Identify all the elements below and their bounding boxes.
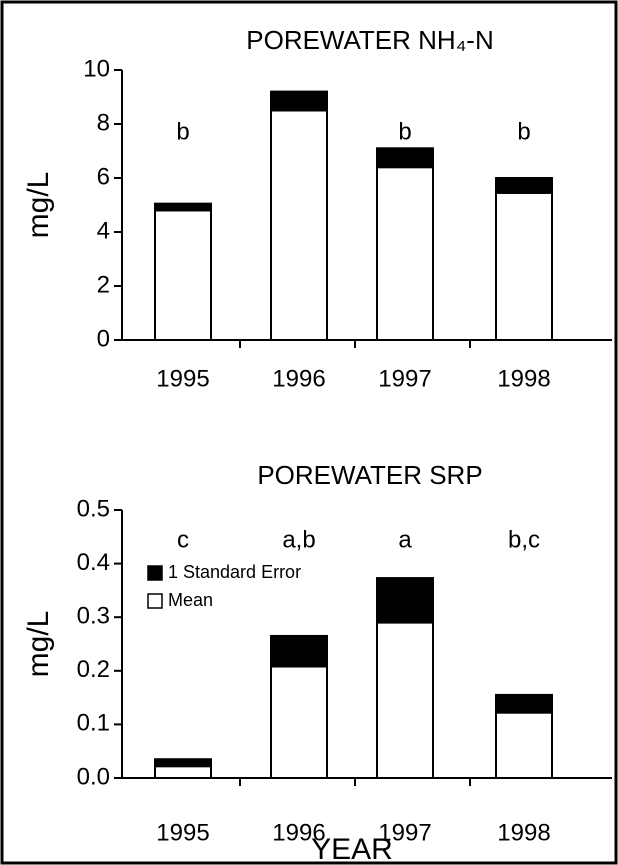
- bar-segment: [495, 711, 553, 779]
- x-tick-label: 1998: [497, 819, 550, 846]
- bar-segment: [270, 634, 328, 668]
- group-letter: b: [517, 118, 530, 145]
- legend-label: Mean: [168, 590, 213, 610]
- chart-title: POREWATER NH₄-N: [246, 25, 494, 55]
- group-letter: a,b: [282, 526, 315, 553]
- x-tick-label: 1996: [272, 819, 325, 846]
- group-letter: c: [177, 526, 189, 553]
- bar-segment: [270, 109, 328, 341]
- bar-segment: [154, 209, 212, 341]
- y-tick-label: 10: [83, 55, 110, 82]
- x-tick-label: 1997: [378, 365, 431, 392]
- bar-segment: [376, 621, 434, 779]
- y-tick-label: 0: [97, 325, 110, 352]
- y-axis-label: mg/L: [22, 611, 55, 678]
- bar-segment: [376, 577, 434, 624]
- y-tick-label: 0.5: [77, 495, 110, 522]
- bar-segment: [376, 147, 434, 169]
- chart-title: POREWATER SRP: [257, 460, 482, 490]
- legend-label: 1 Standard Error: [168, 562, 301, 582]
- bar-segment: [270, 90, 328, 112]
- x-tick-label: 1997: [378, 819, 431, 846]
- y-tick-label: 0.0: [77, 763, 110, 790]
- y-tick-label: 6: [97, 163, 110, 190]
- y-tick-label: 0.4: [77, 549, 110, 576]
- bar-segment: [270, 665, 328, 780]
- bar-segment: [495, 191, 553, 341]
- group-letter: b: [398, 118, 411, 145]
- y-tick-label: 0.2: [77, 656, 110, 683]
- bar-segment: [495, 693, 553, 714]
- group-letter: b,c: [508, 526, 540, 553]
- x-tick-label: 1995: [156, 365, 209, 392]
- y-axis-label: mg/L: [22, 172, 55, 239]
- x-axis-label: YEAR: [311, 833, 393, 865]
- y-tick-label: 2: [97, 271, 110, 298]
- legend-swatch: [147, 593, 163, 609]
- y-tick-label: 8: [97, 109, 110, 136]
- y-tick-label: 4: [97, 217, 110, 244]
- bar-segment: [154, 765, 212, 780]
- bar-segment: [154, 202, 212, 212]
- x-tick-label: 1995: [156, 819, 209, 846]
- legend-swatch: [147, 565, 163, 581]
- bar-segment: [154, 758, 212, 768]
- group-letter: a: [398, 526, 412, 553]
- y-tick-label: 0.1: [77, 710, 110, 737]
- group-letter: b: [176, 118, 189, 145]
- x-tick-label: 1996: [272, 365, 325, 392]
- bar-segment: [495, 177, 553, 194]
- x-tick-label: 1998: [497, 365, 550, 392]
- bar-segment: [376, 166, 434, 341]
- y-tick-label: 0.3: [77, 603, 110, 630]
